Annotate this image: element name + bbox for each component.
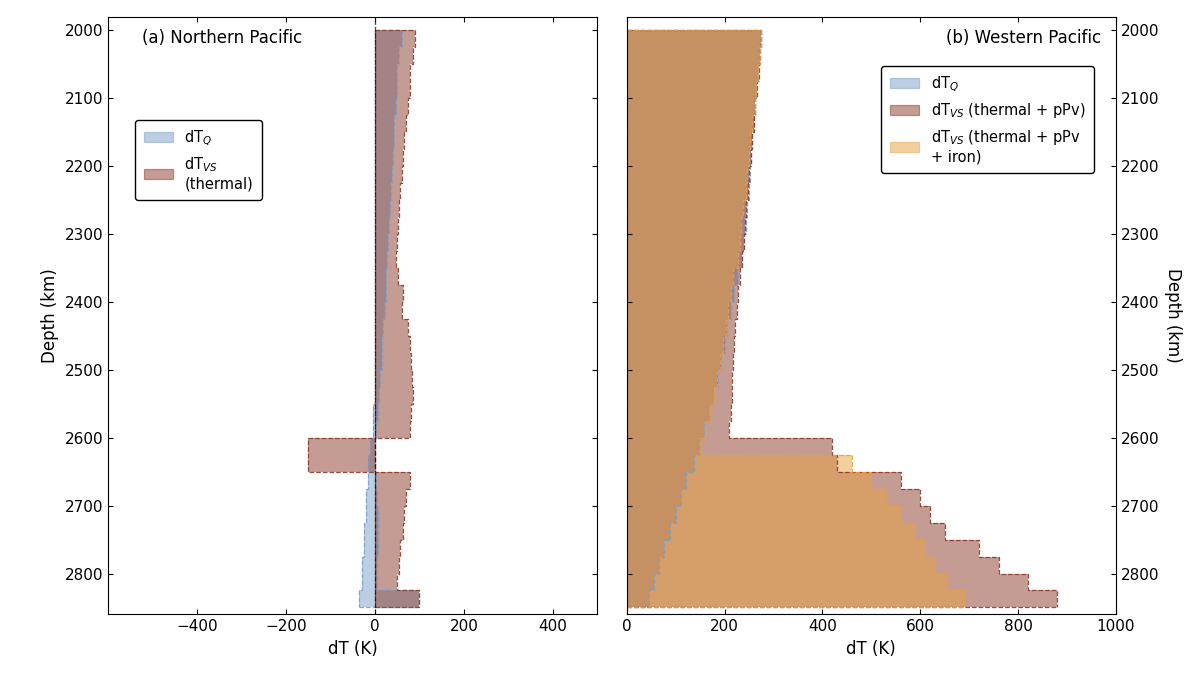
Legend: dT$_Q$, dT$_{VS}$ (thermal + pPv), dT$_{VS}$ (thermal + pPv
+ iron): dT$_Q$, dT$_{VS}$ (thermal + pPv), dT$_{… [881, 66, 1094, 173]
Legend: dT$_Q$, dT$_{VS}$
(thermal): dT$_Q$, dT$_{VS}$ (thermal) [134, 119, 262, 200]
Text: (b) Western Pacific: (b) Western Pacific [946, 29, 1102, 47]
X-axis label: dT (K): dT (K) [328, 640, 378, 657]
Y-axis label: Depth (km): Depth (km) [1164, 268, 1182, 363]
Text: (a) Northern Pacific: (a) Northern Pacific [143, 29, 302, 47]
X-axis label: dT (K): dT (K) [846, 640, 896, 657]
Y-axis label: Depth (km): Depth (km) [41, 268, 59, 363]
